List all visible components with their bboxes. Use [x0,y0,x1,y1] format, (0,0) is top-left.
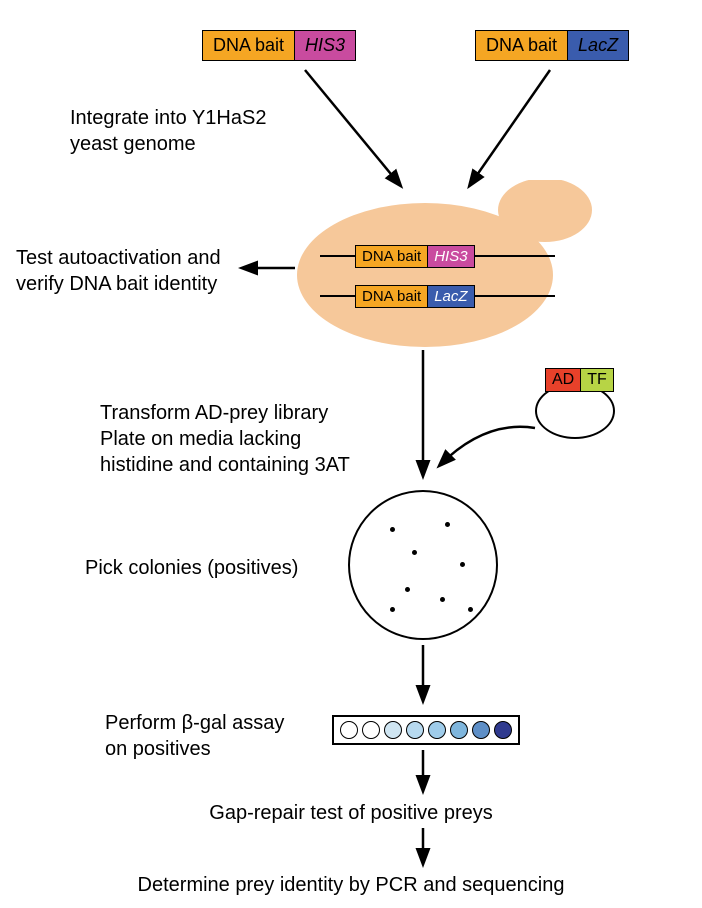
well [384,721,402,739]
his3-segment: HIS3 [295,31,355,60]
well [472,721,490,739]
ad-segment: AD [546,369,581,391]
arrow-plasmid-in [425,410,545,480]
lacz-segment: LacZ [568,31,628,60]
well [450,721,468,739]
step4-label: Pick colonies (positives) [85,555,298,581]
lacz-segment: LacZ [428,286,473,307]
colony-dot [445,522,450,527]
well [494,721,512,739]
colony-dot [405,587,410,592]
well [428,721,446,739]
step3-label: Transform AD-prey libraryPlate on media … [100,400,380,478]
tf-segment: TF [581,369,613,391]
his3-segment: HIS3 [428,246,473,267]
dna-bait-segment: DNA bait [356,286,428,307]
well [362,721,380,739]
colony-dot [412,550,417,555]
colony-dot [460,562,465,567]
step1-label: Integrate into Y1HaS2yeast genome [70,105,330,157]
well [406,721,424,739]
colony-dot [468,607,473,612]
arrow-lacz-to-yeast [460,65,580,195]
colony-dot [440,597,445,602]
step5-label: Perform β-gal assayon positives [105,710,335,762]
wellstrip-icon [332,715,520,745]
step6-label: Gap-repair test of positive preys [0,800,702,826]
step2-label: Test autoactivation andverify DNA bait i… [16,245,246,297]
construct-his3-inner: DNA bait HIS3 [355,245,475,268]
dna-bait-segment: DNA bait [476,31,568,60]
arrow-plate-to-wells [413,645,433,710]
construct-lacz-inner: DNA bait LacZ [355,285,475,308]
dna-bait-segment: DNA bait [356,246,428,267]
plasmid-ad-tf: AD TF [545,368,614,392]
plate-icon [348,490,498,640]
colony-dot [390,527,395,532]
step7-label: Determine prey identity by PCR and seque… [0,872,702,898]
dna-bait-segment: DNA bait [203,31,295,60]
arrow-wells-to-gaprepair [413,750,433,800]
construct-his3-top: DNA bait HIS3 [202,30,356,61]
construct-lacz-top: DNA bait LacZ [475,30,629,61]
arrow-gaprepair-to-final [413,828,433,873]
colony-dot [390,607,395,612]
well [340,721,358,739]
